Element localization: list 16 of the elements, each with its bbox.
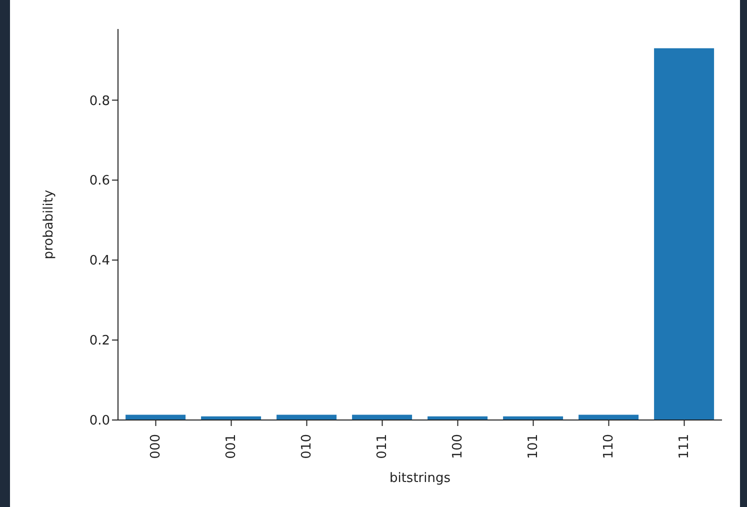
x-tick-label: 010 <box>299 434 314 459</box>
bar <box>654 48 714 420</box>
x-tick-label: 001 <box>224 434 239 459</box>
y-tick-label: 0.0 <box>89 414 110 429</box>
x-tick-label: 000 <box>148 434 164 459</box>
y-tick-label: 0.2 <box>89 334 110 349</box>
y-tick-label: 0.6 <box>89 174 110 189</box>
y-tick-label: 0.8 <box>89 94 110 109</box>
y-axis-title: probability <box>42 190 57 260</box>
x-tick-label: 100 <box>450 434 466 459</box>
x-tick-label: 111 <box>676 434 692 459</box>
x-axis-title: bitstrings <box>389 471 451 486</box>
x-tick-label: 101 <box>526 434 541 459</box>
x-tick-label: 011 <box>374 434 390 459</box>
y-tick-label: 0.4 <box>89 254 110 269</box>
x-tick-label: 110 <box>601 434 616 459</box>
